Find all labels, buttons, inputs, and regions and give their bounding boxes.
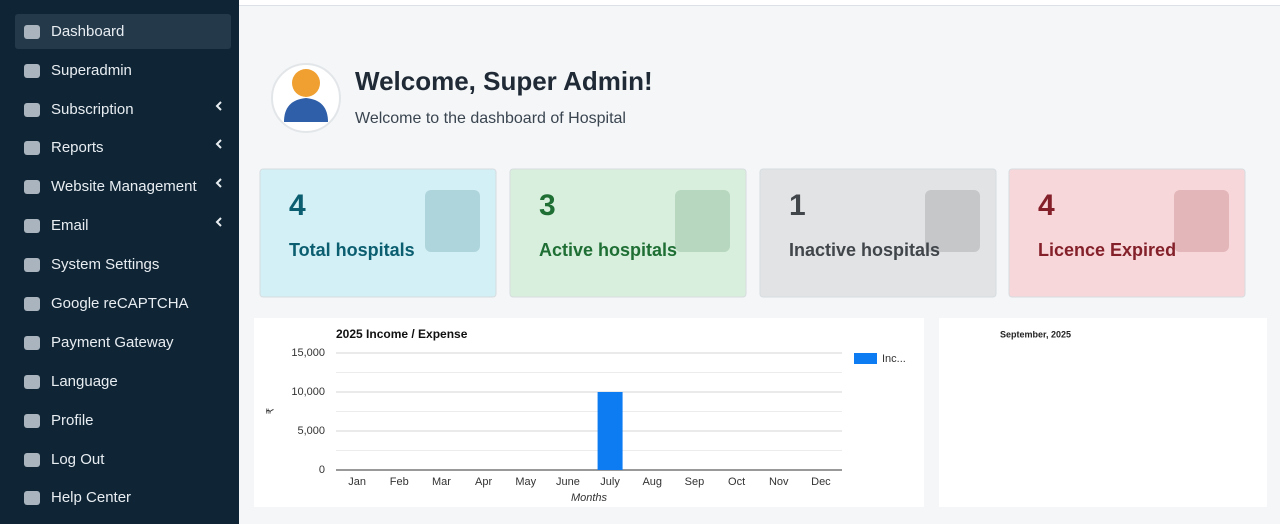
nav-icon (24, 219, 40, 233)
nav-item[interactable]: Language (24, 373, 118, 390)
x-tick-label: Feb (390, 476, 409, 488)
avatar-head (292, 69, 320, 97)
arrow (215, 217, 222, 227)
x-tick-label: Jan (348, 476, 366, 488)
x-tick-label: June (556, 476, 580, 488)
nav-label[interactable]: Help Center (51, 489, 131, 506)
x-tick-label: Oct (728, 476, 745, 488)
nav-label[interactable]: Reports (51, 139, 104, 156)
nav-label[interactable]: Google reCAPTCHA (51, 295, 189, 312)
card-label: Total hospitals (289, 240, 415, 260)
nav-label[interactable]: Email (51, 217, 89, 234)
x-tick-label: Aug (642, 476, 662, 488)
nav-item[interactable]: System Settings (24, 256, 159, 273)
x-tick-label: May (515, 476, 536, 488)
nav-item[interactable]: Log Out (24, 451, 105, 468)
nav-item[interactable]: Superadmin (24, 62, 132, 79)
card-label: Active hospitals (539, 240, 677, 260)
legend-swatch (854, 353, 877, 364)
x-tick-label: Sep (685, 476, 705, 488)
nav-label[interactable]: Website Management (51, 178, 197, 195)
nav-icon (24, 141, 40, 155)
bar (597, 392, 623, 470)
card-value: 1 (789, 189, 806, 222)
nav-icon (24, 103, 40, 117)
active-item (15, 14, 231, 49)
x-tick-label: Dec (811, 476, 831, 488)
nav-icon (24, 491, 40, 505)
card (759, 168, 997, 298)
y-axis-label: ₹ (266, 408, 277, 414)
nav-icon (24, 180, 40, 194)
x-tick-label: July (600, 476, 620, 488)
nav-icon (24, 258, 40, 272)
x-tick-label: Nov (769, 476, 789, 488)
nav-label[interactable]: Profile (51, 412, 94, 429)
welcome-subtitle: Welcome to the dashboard of Hospital (355, 110, 626, 127)
chart-title: 2025 Income / Expense (336, 327, 468, 341)
y-tick-label: 0 (319, 464, 325, 476)
nav-item[interactable]: Payment Gateway (24, 334, 174, 351)
card-value: 4 (289, 189, 306, 222)
nav-icon (24, 453, 40, 467)
nav-icon (24, 25, 40, 39)
nav-icon (24, 297, 40, 311)
x-axis-label: Months (571, 492, 608, 504)
nav-label[interactable]: Superadmin (51, 62, 132, 79)
welcome-title: Welcome, Super Admin! (355, 66, 653, 96)
calendar-title: September, 2025 (1000, 329, 1071, 339)
legend-label: Inc... (882, 353, 906, 365)
nav-item[interactable]: Help Center (24, 489, 131, 506)
card-icon (1174, 190, 1229, 252)
nav: Dashboard Superadmin Subscription Reports We… (24, 23, 197, 506)
card-icon (675, 190, 730, 252)
card (1008, 168, 1246, 298)
nav-item[interactable]: Dashboard (24, 23, 124, 40)
nav-icon (24, 414, 40, 428)
card-value: 4 (1038, 189, 1055, 222)
nav-item[interactable]: Subscription (24, 101, 134, 118)
nav-label[interactable]: Dashboard (51, 23, 124, 40)
nav-label[interactable]: Payment Gateway (51, 334, 174, 351)
nav-icon (24, 375, 40, 389)
nav-label[interactable]: System Settings (51, 256, 159, 273)
nav-label[interactable]: Subscription (51, 101, 134, 118)
submenu-arrows (215, 101, 222, 227)
nav-item[interactable]: Email (24, 217, 89, 234)
nav-item[interactable]: Profile (24, 412, 94, 429)
x-tick-label: Mar (432, 476, 451, 488)
nav-item[interactable]: Google reCAPTCHA (24, 295, 189, 312)
card-label: Licence Expired (1038, 240, 1176, 260)
cards: 4 Total hospitals 3 Active hospitals 1 Inacti… (259, 168, 1246, 298)
card-icon (425, 190, 480, 252)
x-tick-label: Apr (475, 476, 492, 488)
y-tick-label: 5,000 (297, 425, 325, 437)
card-value: 3 (539, 189, 556, 222)
nav-item[interactable]: Website Management (24, 178, 197, 195)
card (259, 168, 497, 298)
calendar-panel (939, 318, 1267, 507)
nav-item[interactable]: Reports (24, 139, 104, 156)
card (509, 168, 747, 298)
topbar (239, 0, 1280, 5)
chart-panel (254, 318, 924, 507)
arrow (215, 101, 222, 111)
nav-icon (24, 64, 40, 78)
nav-label[interactable]: Log Out (51, 451, 105, 468)
nav-label[interactable]: Language (51, 373, 118, 390)
y-tick-label: 15,000 (291, 347, 325, 359)
card-icon (925, 190, 980, 252)
y-tick-label: 10,000 (291, 386, 325, 398)
nav-icon (24, 336, 40, 350)
card-label: Inactive hospitals (789, 240, 940, 260)
arrow (215, 178, 222, 188)
avatar-body (284, 98, 328, 122)
arrow (215, 139, 222, 149)
chart: 2025 Income / Expense 0 5,000 10,000 15,000 ₹… (266, 327, 906, 504)
